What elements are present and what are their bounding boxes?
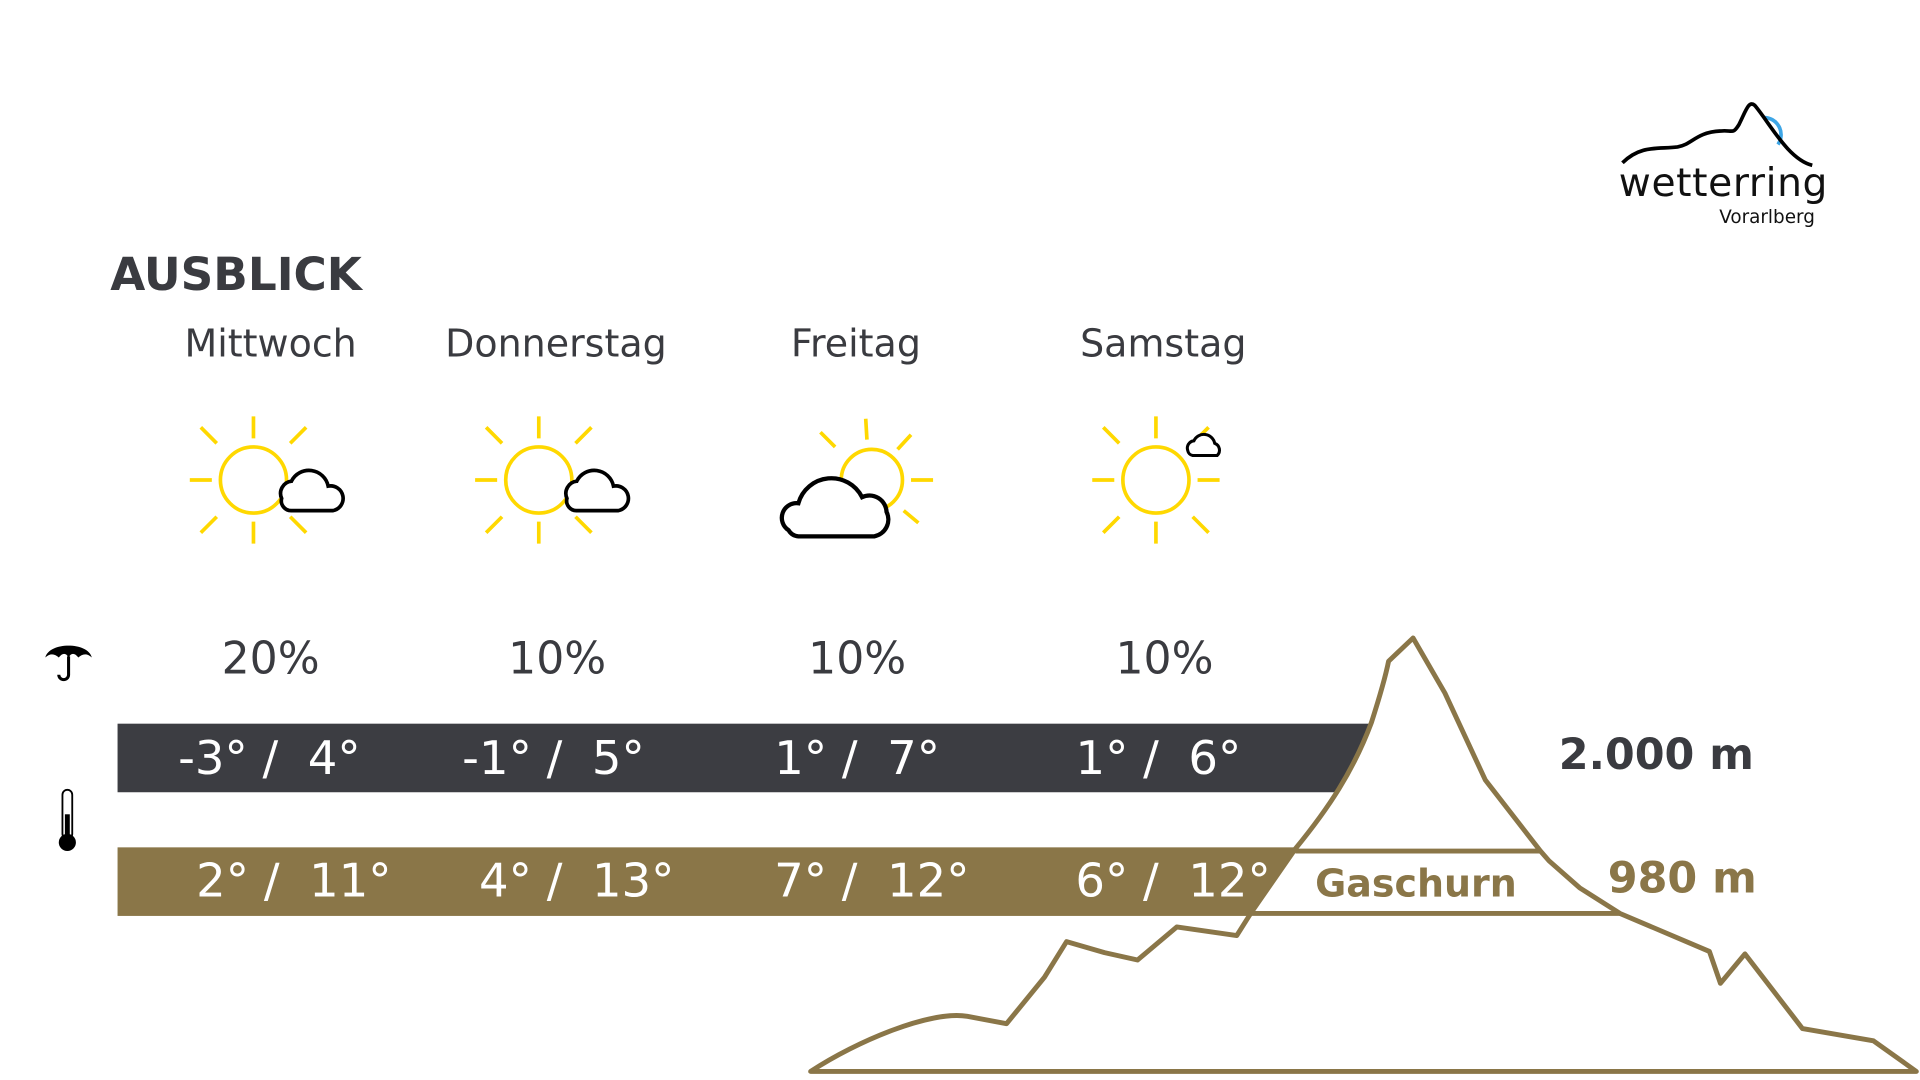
mountain-altitude: 2.000 m	[1558, 731, 1754, 781]
valley-temp: 4° / 13°	[479, 853, 675, 908]
valley-temp: 6° / 12°	[1075, 853, 1271, 908]
day-label: Donnerstag	[445, 322, 667, 367]
logo-name: wetterring	[1618, 159, 1829, 206]
logo: wetterring Vorarlberg	[1616, 98, 1827, 233]
day-label: Freitag	[790, 322, 921, 367]
logo-sub: Vorarlberg	[1719, 205, 1815, 228]
valley-altitude: 980 m	[1607, 854, 1757, 904]
rain-probability: 20%	[221, 634, 320, 685]
day-label: Mittwoch	[184, 322, 357, 367]
thermometer-icon	[58, 788, 76, 852]
rain-probability: 10%	[808, 634, 907, 685]
rain-probability: 10%	[508, 634, 607, 685]
cloud-sun-icon	[779, 418, 934, 539]
valley-temperature-bar	[117, 847, 1416, 916]
mountain-temp: -1° / 5°	[462, 731, 645, 785]
mountain-temperature-bar	[117, 723, 1416, 793]
mountain-temp: -3° / 4°	[178, 731, 361, 785]
sun-cloud-icon	[475, 416, 631, 544]
page-title: AUSBLICK	[110, 248, 362, 302]
sun-cloud-icon	[189, 416, 345, 544]
valley-temp: 7° / 12°	[774, 853, 970, 908]
mountain-temp: 1° / 6°	[1075, 731, 1242, 785]
umbrella-icon	[45, 645, 92, 682]
logo-mountain-icon	[1621, 102, 1813, 168]
mountain-temp: 1° / 7°	[774, 731, 941, 785]
sun-small-cloud-icon	[1092, 416, 1221, 544]
rain-probability: 10%	[1115, 634, 1214, 685]
valley-temp: 2° / 11°	[196, 853, 392, 908]
valley-location: Gaschurn	[1315, 862, 1517, 907]
day-label: Samstag	[1080, 322, 1247, 367]
